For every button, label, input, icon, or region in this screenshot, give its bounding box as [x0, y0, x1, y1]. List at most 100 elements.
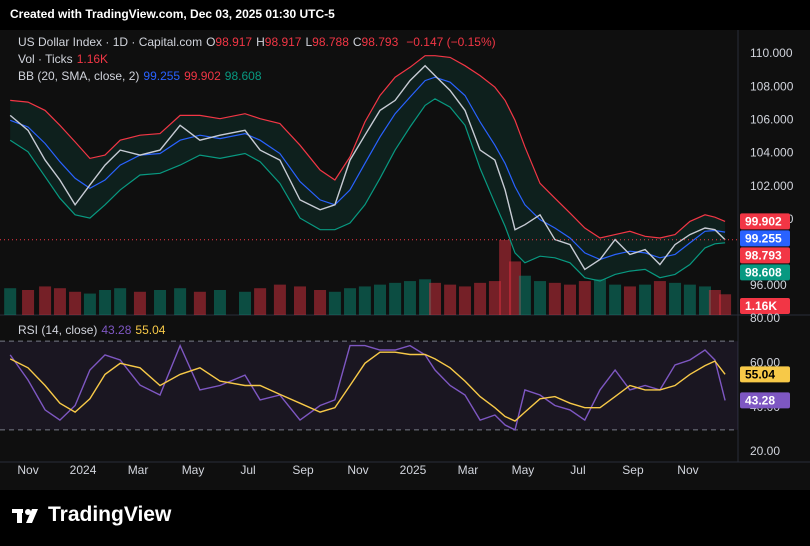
y-tick-label: 20.00 [750, 444, 780, 458]
volume-bar [593, 279, 606, 315]
rsi-ma-value: 55.04 [135, 323, 166, 337]
price-tag [740, 366, 790, 383]
series-line [9, 343, 726, 431]
price-legend: US Dollar Index · 1D · Capital.com O98.91… [18, 35, 500, 49]
bb-upper-value: 99.902 [184, 69, 221, 83]
volume-bar [174, 288, 187, 315]
volume-bar [238, 291, 251, 315]
volume-bar [53, 288, 66, 315]
x-tick-label: May [512, 463, 535, 477]
price-tag [740, 392, 790, 409]
volume-bar [99, 290, 112, 315]
volume-bar [358, 286, 371, 315]
price-tag-label: 98.608 [745, 266, 782, 280]
ohlc-label: C [352, 35, 362, 49]
price-tag [740, 213, 790, 230]
y-tick-label: 60.00 [750, 356, 780, 370]
rsi-title: RSI (14, close) [18, 323, 98, 337]
rsi-legend: RSI (14, close) 43.28 55.04 [18, 323, 169, 337]
plot-area [0, 340, 738, 431]
ohlc-value: 98.917 [264, 35, 302, 49]
symbol-title: US Dollar Index · 1D · Capital.com [18, 35, 203, 49]
x-tick-label: Mar [128, 463, 149, 477]
volume-bar [344, 288, 357, 315]
y-tick-label: 102.000 [750, 179, 794, 193]
change: −0.147 (−0.15%) [406, 35, 496, 49]
bb-title: BB (20, SMA, close, 2) [18, 69, 140, 83]
volume-bar [428, 282, 441, 315]
volume-bar [548, 282, 561, 315]
ohlc-label: O [206, 35, 216, 49]
volume-bar [133, 291, 146, 315]
volume-bar [719, 294, 732, 315]
y-tick-label: 104.000 [750, 146, 794, 160]
volume-bar [328, 291, 341, 315]
volume-bar [578, 281, 591, 315]
volume-bar [639, 284, 652, 315]
volume-bar [509, 261, 522, 315]
created-note: Created with TradingView.com, Dec 03, 20… [10, 7, 335, 21]
volume-bar [4, 288, 17, 315]
price-tag-label: 43.28 [745, 394, 775, 408]
volume-bar [154, 290, 167, 315]
y-tick-label: 80.00 [750, 311, 780, 325]
x-tick-label: Jul [240, 463, 255, 477]
price-tag-label: 98.793 [745, 249, 782, 263]
y-tick-label: 96.000 [750, 278, 787, 292]
volume-bar [273, 284, 286, 315]
x-tick-label: Sep [292, 463, 314, 477]
volume-bar [193, 291, 206, 315]
bb-basis [9, 76, 726, 261]
volume-bar [39, 286, 52, 315]
price-tag [740, 247, 790, 264]
volume-bar [518, 275, 531, 315]
volume-bar [314, 290, 327, 315]
volume-bar [683, 284, 696, 315]
logo [12, 509, 38, 523]
volume-bar [499, 240, 512, 315]
price-tag-label: 1.16K [745, 299, 777, 313]
volume-bar [563, 284, 576, 315]
rsi-value: 43.28 [101, 323, 132, 337]
volume-bar [458, 286, 471, 315]
series-line [9, 351, 726, 422]
bb-legend: BB (20, SMA, close, 2) 99.255 99.902 98.608 [18, 69, 266, 83]
ohlc-value: 98.917 [215, 35, 253, 49]
bb-upper [10, 55, 726, 239]
x-tick-label: Jul [570, 463, 585, 477]
volume-bar [254, 288, 267, 315]
price-tag [740, 298, 790, 314]
volume-bar [708, 290, 721, 315]
x-tick-label: 2024 [70, 463, 97, 477]
header-bar [0, 0, 810, 30]
volume-bar [444, 284, 457, 315]
volume-value: 1.16K [76, 52, 109, 66]
y-tick-label: 108.000 [750, 79, 794, 93]
bb-basis-value: 99.255 [143, 69, 181, 83]
volume-bar [389, 282, 402, 315]
y-tick-label: 106.000 [750, 112, 794, 126]
bb-lower [9, 98, 726, 282]
volume-bar [83, 293, 96, 315]
volume-bar [534, 281, 547, 315]
volume-bar [22, 290, 35, 315]
volume-title: Vol · Ticks [18, 52, 73, 66]
y-tick-label: 110.000 [750, 46, 793, 60]
price-tag-label: 99.255 [745, 232, 782, 246]
volume-bar [609, 284, 622, 315]
price-tag-label: 99.902 [745, 215, 782, 229]
volume-bar [373, 284, 386, 315]
volume-bar [669, 282, 682, 315]
series-line [9, 64, 726, 271]
volume-bar [653, 281, 666, 315]
ohlc: O98.917 H98.917 L98.788 C98.793 [206, 35, 402, 49]
rsi-band [0, 341, 738, 430]
price-tag-label: 55.04 [745, 368, 775, 382]
volume-bar [419, 279, 432, 315]
x-tick-label: Nov [677, 463, 698, 477]
volume-bar [403, 281, 416, 315]
volume-bar [623, 286, 636, 315]
volume-bar [69, 291, 82, 315]
